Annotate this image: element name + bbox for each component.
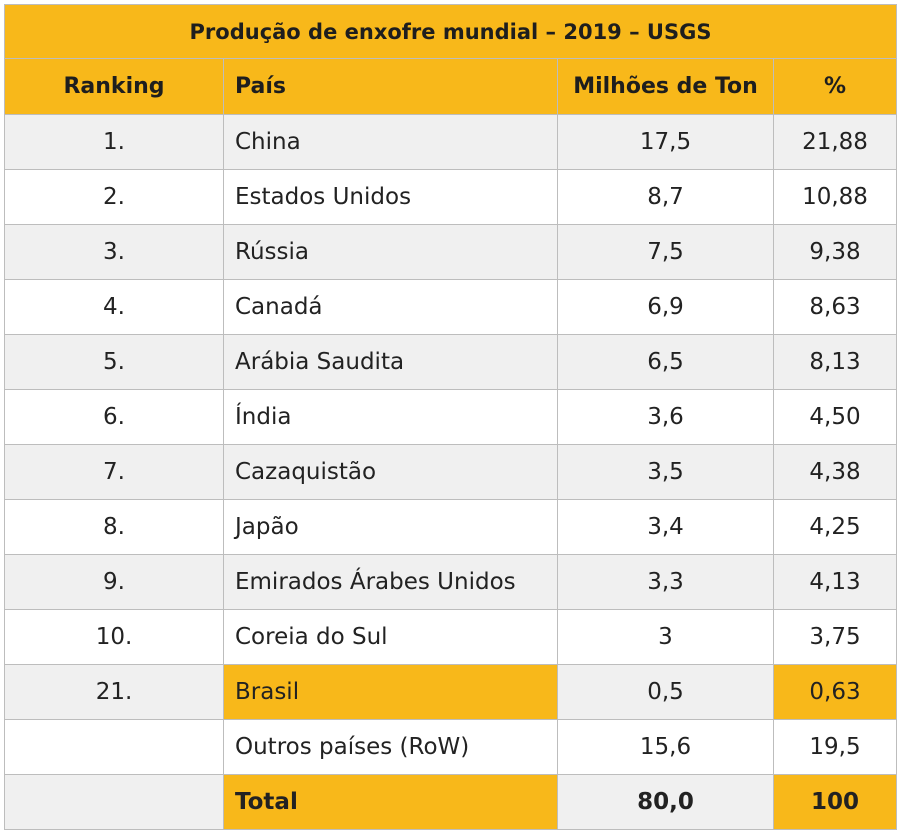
- rank-cell: 10.: [4, 609, 224, 665]
- country-cell: Emirados Árabes Unidos: [223, 554, 558, 610]
- table-row: 8. Japão 3,4 4,25: [4, 499, 897, 555]
- table-row: 10. Coreia do Sul 3 3,75: [4, 609, 897, 665]
- header-row: Ranking País Milhões de Ton %: [4, 58, 897, 115]
- table-row: 3. Rússia 7,5 9,38: [4, 224, 897, 280]
- percent-cell: 10,88: [773, 169, 897, 225]
- rank-cell: [4, 774, 224, 830]
- country-cell: Índia: [223, 389, 558, 445]
- value-cell: 0,5: [557, 664, 774, 720]
- percent-cell: 4,13: [773, 554, 897, 610]
- value-cell: 15,6: [557, 719, 774, 775]
- rank-cell: 3.: [4, 224, 224, 280]
- country-cell: Rússia: [223, 224, 558, 280]
- header-ranking: Ranking: [4, 58, 224, 115]
- percent-cell: 19,5: [773, 719, 897, 775]
- value-cell: 8,7: [557, 169, 774, 225]
- percent-cell: 9,38: [773, 224, 897, 280]
- table-row: 1. China 17,5 21,88: [4, 114, 897, 170]
- table-row-total: Total 80,0 100: [4, 774, 897, 830]
- sulfur-production-table: Produção de enxofre mundial – 2019 – USG…: [4, 4, 897, 830]
- value-cell: 3,3: [557, 554, 774, 610]
- value-cell: 7,5: [557, 224, 774, 280]
- total-value: 80,0: [557, 774, 774, 830]
- percent-cell-highlight: 0,63: [773, 664, 897, 720]
- rank-cell: 1.: [4, 114, 224, 170]
- value-cell: 3,5: [557, 444, 774, 500]
- value-cell: 6,5: [557, 334, 774, 390]
- value-cell: 3,6: [557, 389, 774, 445]
- header-percent: %: [773, 58, 897, 115]
- value-cell: 17,5: [557, 114, 774, 170]
- table-row-others: Outros países (RoW) 15,6 19,5: [4, 719, 897, 775]
- value-cell: 3,4: [557, 499, 774, 555]
- table-row: 5. Arábia Saudita 6,5 8,13: [4, 334, 897, 390]
- rank-cell: 6.: [4, 389, 224, 445]
- table-row: 2. Estados Unidos 8,7 10,88: [4, 169, 897, 225]
- rank-cell: 5.: [4, 334, 224, 390]
- country-cell: Arábia Saudita: [223, 334, 558, 390]
- percent-cell: 4,38: [773, 444, 897, 500]
- table-title: Produção de enxofre mundial – 2019 – USG…: [4, 4, 897, 59]
- header-milhoes: Milhões de Ton: [557, 58, 774, 115]
- table-row-brasil: 21. Brasil 0,5 0,63: [4, 664, 897, 720]
- percent-cell: 4,50: [773, 389, 897, 445]
- table-row: 6. Índia 3,6 4,50: [4, 389, 897, 445]
- country-cell: Coreia do Sul: [223, 609, 558, 665]
- country-cell: Estados Unidos: [223, 169, 558, 225]
- rank-cell: 9.: [4, 554, 224, 610]
- percent-cell: 8,13: [773, 334, 897, 390]
- country-cell: China: [223, 114, 558, 170]
- country-cell-highlight: Brasil: [223, 664, 558, 720]
- header-pais: País: [223, 58, 558, 115]
- rank-cell: 21.: [4, 664, 224, 720]
- rank-cell: 2.: [4, 169, 224, 225]
- rank-cell: 7.: [4, 444, 224, 500]
- percent-cell: 3,75: [773, 609, 897, 665]
- percent-cell: 8,63: [773, 279, 897, 335]
- percent-cell: 21,88: [773, 114, 897, 170]
- percent-cell: 4,25: [773, 499, 897, 555]
- table-row: 9. Emirados Árabes Unidos 3,3 4,13: [4, 554, 897, 610]
- rank-cell: [4, 719, 224, 775]
- total-label: Total: [223, 774, 558, 830]
- rank-cell: 4.: [4, 279, 224, 335]
- value-cell: 3: [557, 609, 774, 665]
- country-cell: Canadá: [223, 279, 558, 335]
- table-row: 4. Canadá 6,9 8,63: [4, 279, 897, 335]
- value-cell: 6,9: [557, 279, 774, 335]
- country-cell: Cazaquistão: [223, 444, 558, 500]
- country-cell: Outros países (RoW): [223, 719, 558, 775]
- table-row: 7. Cazaquistão 3,5 4,38: [4, 444, 897, 500]
- rank-cell: 8.: [4, 499, 224, 555]
- country-cell: Japão: [223, 499, 558, 555]
- total-percent: 100: [773, 774, 897, 830]
